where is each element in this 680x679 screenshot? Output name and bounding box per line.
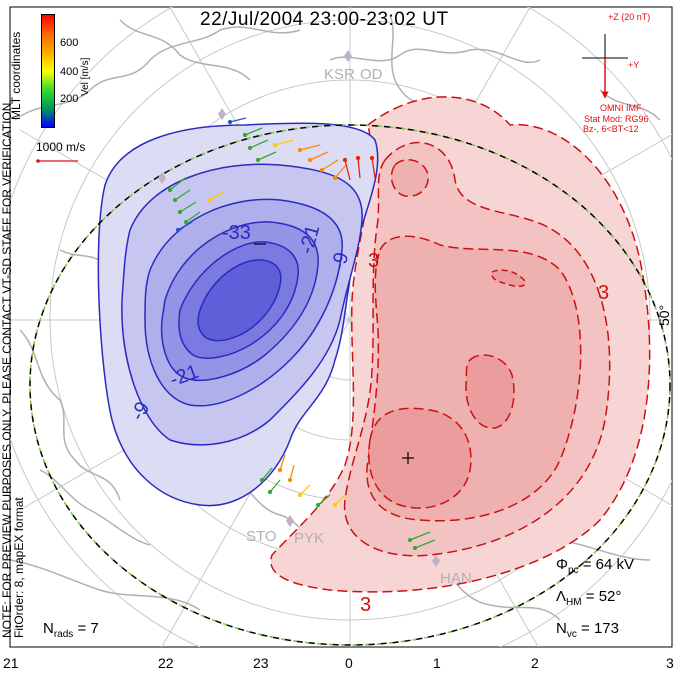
- fit-info: FitOrder: 8, mapEX format: [12, 497, 26, 638]
- hm-boundary: [29, 124, 671, 646]
- imf-model: Stat Mod: RG96: [584, 114, 649, 124]
- color-scale-tick-600: 600: [60, 37, 79, 49]
- mlt-tick: 1: [433, 655, 441, 671]
- nrads-symbol: N: [43, 620, 54, 637]
- nvc-symbol: N: [556, 620, 567, 637]
- color-scale-label: Vel [m/s]: [80, 57, 91, 96]
- mlt-tick: 2: [531, 655, 539, 671]
- site-label-pyk: PYK: [294, 530, 325, 547]
- vector-scale-label: 1000 m/s: [36, 140, 86, 154]
- nrads-stat: Nrads = 7: [43, 620, 99, 640]
- nvc-subscript: vc: [566, 629, 577, 640]
- potential-extrema: [254, 243, 414, 464]
- plot-border: [9, 6, 673, 648]
- mlt-tick: 22: [158, 655, 174, 671]
- phi-pc-value: 64 kV: [595, 556, 634, 573]
- negative-cell: [97, 122, 379, 507]
- nrads-equals: =: [77, 620, 87, 637]
- site-label-han: HAN: [440, 570, 472, 587]
- imf-y-label: +Y: [628, 60, 640, 70]
- color-scale: [41, 14, 55, 128]
- phi-symbol: Φ: [556, 556, 568, 573]
- contour-label: 3: [360, 594, 372, 616]
- site-label-od: OD: [360, 66, 383, 83]
- nrads-value: 7: [90, 620, 99, 637]
- velocity-vectors: [167, 117, 436, 551]
- imf-source: OMNI IMF: [600, 103, 642, 113]
- imf-z-label: +Z (20 nT): [608, 12, 651, 22]
- color-scale-tick-400: 400: [60, 66, 79, 78]
- latitude-label: 50°: [656, 304, 672, 326]
- imf-clock: [582, 34, 628, 99]
- mlt-tick: 0: [345, 655, 353, 671]
- mlt-tick: 21: [3, 655, 19, 671]
- site-label-sto: STO: [246, 528, 277, 545]
- map-title: 22/Jul/2004 23:00-23:02 UT: [200, 9, 449, 30]
- imf-condition: Bz-, 6<BT<12: [583, 124, 639, 134]
- color-scale-tick-200: 200: [60, 93, 79, 105]
- nvc-equals: =: [581, 620, 590, 637]
- site-label-ksr: KSR: [324, 66, 355, 83]
- mlt-tick: 3: [666, 655, 674, 671]
- nrads-subscript: rads: [53, 629, 74, 640]
- vector-scale-bar: [36, 159, 78, 163]
- phi-subscript: pc: [567, 565, 579, 576]
- mlt-tick: 23: [253, 655, 269, 671]
- lambda-equals: =: [585, 588, 595, 605]
- contour-label: 3: [598, 282, 610, 304]
- lambda-hm-stat: ΛHM = 52°: [556, 588, 621, 608]
- contour-label: 3: [368, 250, 380, 272]
- lambda-subscript: HM: [566, 597, 582, 608]
- radar-site-markers: [158, 50, 440, 567]
- lambda-symbol: Λ: [556, 588, 567, 605]
- phi-pc-stat: Φpc = 64 kV: [556, 556, 634, 576]
- nvc-stat: Nvc = 173: [556, 620, 619, 640]
- lambda-hm-value: 52°: [598, 588, 622, 605]
- phi-equals: =: [582, 556, 592, 573]
- contour-label: -33: [222, 222, 251, 244]
- positive-cell: [270, 96, 651, 593]
- nvc-value: 173: [593, 620, 619, 637]
